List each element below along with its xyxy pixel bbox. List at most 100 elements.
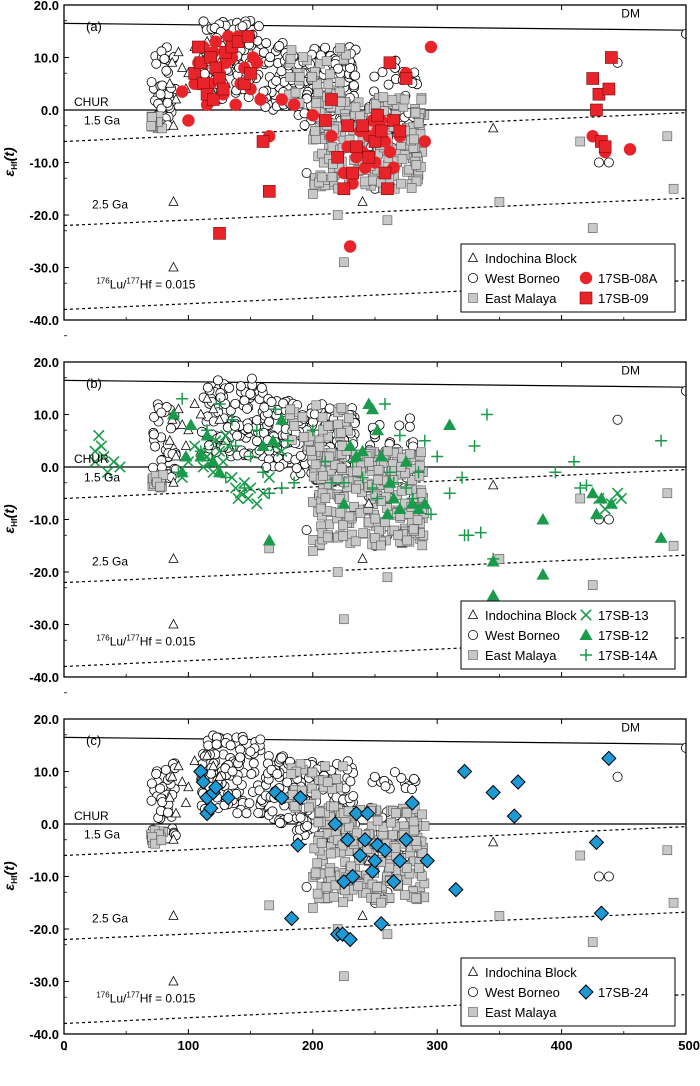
data-point [343, 240, 357, 253]
data-point [203, 440, 214, 451]
data-point [337, 476, 350, 489]
data-point [189, 398, 200, 408]
data-point [159, 53, 170, 64]
data-point [654, 531, 668, 543]
data-point [183, 781, 194, 792]
data-point [317, 412, 328, 423]
data-point [147, 112, 157, 122]
data-point [329, 801, 339, 812]
data-point [257, 487, 269, 500]
series-17sb-12 [166, 397, 668, 601]
data-point [370, 423, 384, 436]
data-point [387, 95, 398, 105]
data-point [314, 807, 325, 818]
legend-marker [468, 1007, 478, 1017]
data-point [480, 408, 493, 421]
data-point [668, 183, 679, 194]
data-point [318, 114, 332, 127]
data-point [189, 755, 200, 765]
data-point [288, 476, 301, 489]
panel-label: (a) [86, 19, 102, 34]
data-point [283, 910, 300, 927]
data-point [352, 847, 368, 864]
data-point [383, 79, 394, 90]
data-point [412, 502, 426, 514]
plot-area [64, 373, 686, 668]
legend-label: 17SB-12 [598, 628, 649, 643]
y-axis-label: εHf(t) [1, 504, 19, 533]
data-point [390, 843, 401, 853]
dm-label: DM [621, 721, 640, 735]
data-point [272, 769, 283, 780]
data-point [612, 771, 623, 782]
data-point [356, 444, 370, 457]
data-point [400, 890, 410, 900]
data-point [339, 614, 349, 625]
data-point [286, 45, 297, 55]
data-point [384, 862, 395, 873]
data-point [369, 771, 380, 782]
legend-label: 17SB-24 [598, 985, 649, 1000]
data-point [177, 776, 188, 786]
series-17sb-24 [193, 750, 617, 948]
data-point [275, 93, 288, 106]
chart-panel-2: 20.0 10.0 0.0 -10.0 -20.0 -30.0 -40.00 100 200 30… [1, 712, 700, 1053]
data-point [605, 51, 618, 64]
data-point [362, 150, 376, 164]
data-point [366, 482, 379, 494]
data-point [213, 445, 226, 458]
data-point [323, 479, 334, 490]
data-point [262, 185, 276, 198]
panel-label: (c) [86, 733, 101, 748]
data-point [266, 434, 280, 446]
data-point [177, 419, 188, 429]
data-point [574, 482, 587, 494]
data-point [580, 479, 593, 492]
data-point [254, 785, 265, 796]
dm-label: DM [621, 7, 640, 21]
data-point [405, 449, 415, 459]
data-point [344, 821, 354, 832]
data-point [275, 413, 289, 425]
data-point [184, 418, 198, 430]
data-point [259, 402, 270, 413]
series-17sb-14a [172, 392, 668, 565]
data-point [291, 463, 302, 474]
y-tick-label: 20.0 [34, 355, 59, 370]
data-point [164, 791, 175, 802]
data-point [294, 72, 305, 82]
chur-label: CHUR [74, 95, 109, 109]
ga15-line [64, 469, 686, 500]
ga15-line [64, 112, 686, 143]
legend-marker [468, 650, 478, 660]
data-point [188, 66, 201, 80]
data-point [281, 434, 294, 447]
data-point [370, 99, 381, 109]
data-point [397, 154, 408, 164]
data-point [586, 486, 600, 499]
data-point [244, 482, 257, 494]
data-point [373, 465, 384, 475]
data-point [324, 867, 335, 878]
data-point [376, 897, 387, 908]
data-point [274, 817, 285, 828]
legend-label: Indochina Block [485, 965, 577, 980]
data-point [324, 403, 335, 414]
data-point [180, 797, 192, 807]
data-point [227, 766, 238, 777]
data-point [474, 526, 487, 539]
data-point [355, 111, 365, 122]
data-point [321, 882, 332, 893]
data-point [369, 71, 380, 82]
x-tick-label: 200 [302, 1038, 324, 1053]
data-point [212, 375, 223, 386]
dm-line [64, 22, 686, 31]
data-point [405, 413, 416, 424]
data-point [250, 56, 264, 69]
panel-label: (b) [86, 376, 102, 391]
data-point [382, 446, 393, 457]
data-point [334, 77, 345, 87]
data-point [339, 971, 349, 982]
y-tick-label: -30.0 [29, 618, 59, 633]
data-point [230, 398, 241, 409]
